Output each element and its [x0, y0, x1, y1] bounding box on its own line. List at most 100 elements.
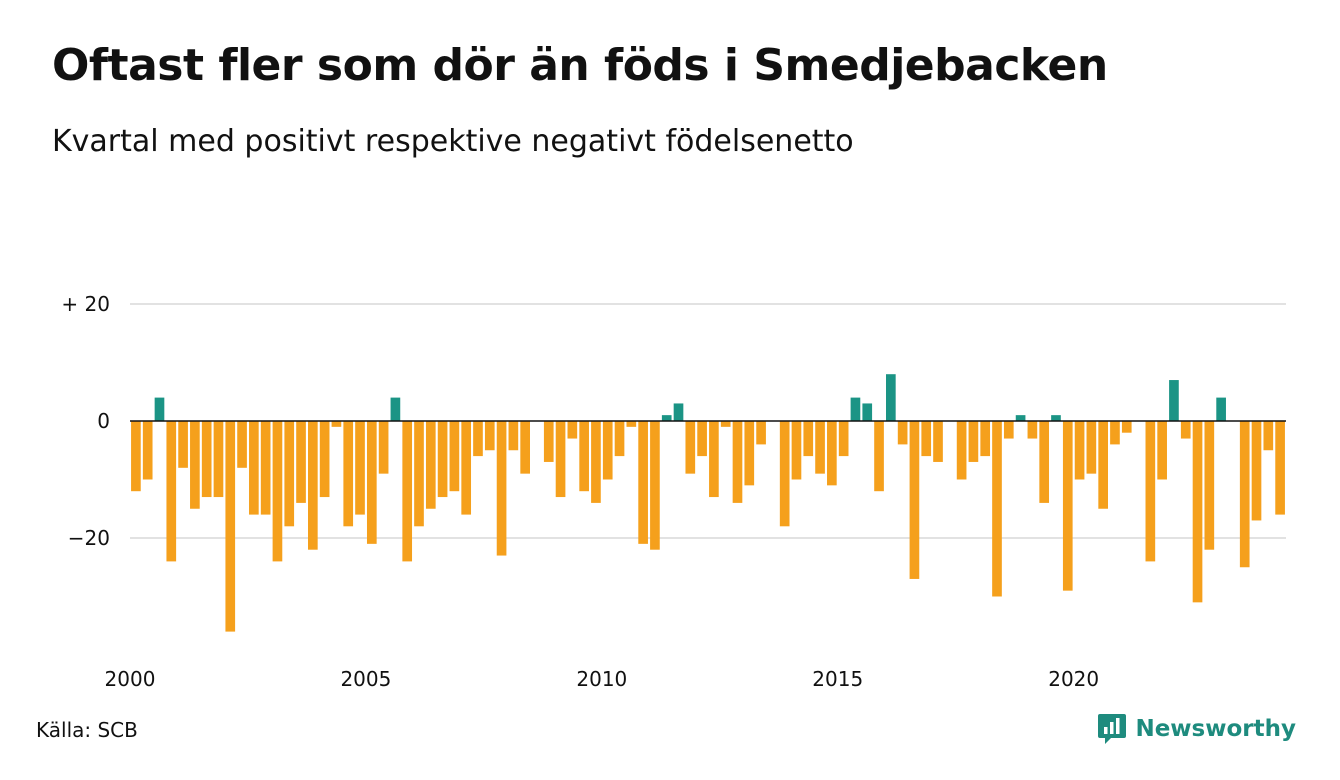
bar-negative — [213, 421, 224, 498]
bar-negative — [201, 421, 212, 498]
bar-negative — [520, 421, 530, 474]
bar-negative — [1074, 421, 1085, 480]
x-tick-label: 2020 — [1048, 667, 1099, 691]
bar-negative — [402, 421, 413, 562]
bar-positive — [1051, 415, 1061, 421]
x-tick-label: 2000 — [105, 667, 156, 691]
bar-negative — [968, 421, 979, 462]
bar-negative — [921, 421, 932, 457]
bar-negative — [744, 421, 755, 486]
axes: + 20 0 −20 2000 2005 2010 2015 2020 — [61, 292, 1286, 691]
y-tick-label: −20 — [68, 526, 110, 550]
bar-negative — [567, 421, 578, 439]
y-tick-label: + 20 — [61, 292, 110, 316]
bar-negative — [1086, 421, 1097, 474]
gridlines — [130, 303, 1286, 539]
bar-negative — [956, 421, 967, 480]
bar-negative — [1192, 421, 1203, 603]
bar-negative — [579, 421, 589, 492]
bar-negative — [237, 421, 247, 468]
bar-negative — [720, 421, 731, 427]
bar-negative — [602, 421, 613, 480]
bar-negative — [414, 421, 424, 527]
x-tick-label: 2010 — [576, 667, 627, 691]
bar-negative — [909, 421, 920, 579]
bar-negative — [308, 421, 318, 550]
bar-negative — [791, 421, 802, 480]
bar-negative — [543, 421, 554, 462]
bar-negative — [331, 421, 342, 427]
chart-subtitle: Kvartal med positivt respektive negativt… — [52, 124, 854, 159]
source-note: Källa: SCB — [36, 718, 138, 742]
bar-negative — [449, 421, 460, 492]
bar-negative — [473, 421, 483, 457]
bar-negative — [1062, 421, 1073, 591]
bar-negative — [779, 421, 790, 527]
bar-negative — [1157, 421, 1167, 480]
bar-negative — [190, 421, 200, 509]
bar-negative — [366, 421, 377, 544]
bar-negative — [827, 421, 837, 486]
bar-negative — [272, 421, 283, 562]
brand-name: Newsworthy — [1135, 716, 1296, 742]
bar-negative — [1204, 421, 1215, 550]
bar-negative — [685, 421, 696, 474]
bar-negative — [1039, 421, 1050, 503]
bar-negative — [461, 421, 472, 515]
x-tick-label: 2015 — [812, 667, 863, 691]
bar-negative — [732, 421, 743, 503]
bar-negative — [343, 421, 354, 527]
bar-positive — [1015, 415, 1026, 421]
bar-positive — [886, 374, 896, 421]
bar-negative — [815, 421, 825, 474]
bar-negative — [1145, 421, 1156, 562]
bar-negative — [425, 421, 436, 509]
newsworthy-logo-icon — [1098, 714, 1127, 744]
bar-negative — [874, 421, 884, 492]
bar-negative — [1110, 421, 1120, 445]
brand: Newsworthy — [1097, 712, 1296, 746]
bar-negative — [1003, 421, 1014, 439]
bar-positive — [850, 397, 861, 421]
bar-positive — [661, 415, 672, 421]
bar-negative — [638, 421, 648, 544]
bar-negative — [1180, 421, 1191, 439]
bar-negative — [555, 421, 566, 498]
bar-negative — [1251, 421, 1262, 521]
bar-negative — [897, 421, 908, 445]
bar-negative — [319, 421, 330, 498]
bar-negative — [249, 421, 259, 515]
bar-negative — [508, 421, 519, 451]
bar-negative — [166, 421, 177, 562]
y-tick-label: 0 — [97, 409, 110, 433]
bar-negative — [1263, 421, 1274, 451]
bar-negative — [1098, 421, 1108, 509]
bar-positive — [673, 403, 684, 421]
bar-negative — [591, 421, 601, 503]
bar-negative — [484, 421, 495, 451]
bar-negative — [614, 421, 625, 457]
bar-negative — [697, 421, 707, 457]
bars — [131, 374, 1285, 632]
bar-positive — [1169, 380, 1179, 421]
bar-positive — [1216, 397, 1226, 421]
bar-positive — [390, 397, 401, 421]
bar-negative — [260, 421, 271, 515]
bar-chart: + 20 0 −20 2000 2005 2010 2015 2020 — [61, 292, 1286, 691]
bar-negative — [626, 421, 637, 427]
bar-negative — [992, 421, 1002, 597]
bar-negative — [284, 421, 295, 527]
bar-negative — [803, 421, 814, 457]
bar-positive — [862, 403, 873, 421]
bar-negative — [1027, 421, 1038, 439]
bar-negative — [709, 421, 719, 498]
bar-negative — [378, 421, 389, 474]
bar-negative — [650, 421, 660, 550]
bar-negative — [1239, 421, 1250, 568]
bar-negative — [296, 421, 306, 503]
bar-positive — [154, 397, 165, 421]
x-tick-label: 2005 — [340, 667, 391, 691]
bar-negative — [838, 421, 849, 457]
bar-negative — [355, 421, 365, 515]
bar-negative — [225, 421, 236, 632]
